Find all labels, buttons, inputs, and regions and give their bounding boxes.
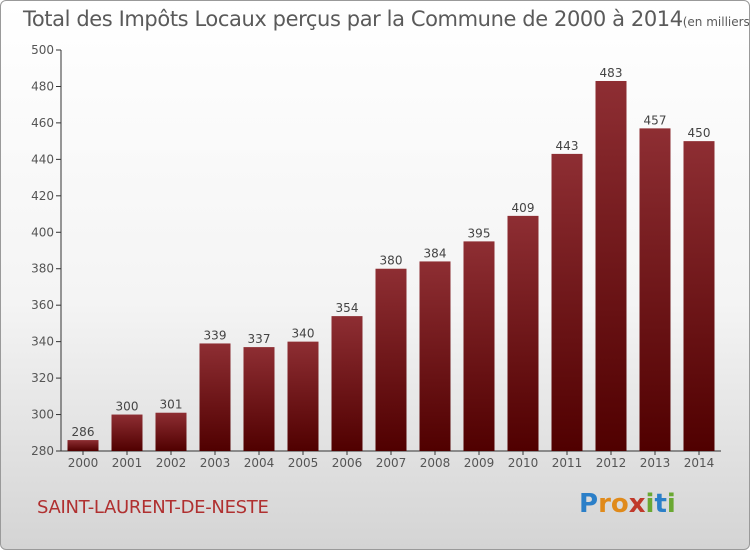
chart-unit: (en milliers d'€)	[682, 15, 750, 29]
proxiti-logo[interactable]: Proxiti	[579, 489, 676, 519]
y-tick-label: 480	[31, 79, 54, 93]
y-tick-label: 320	[31, 371, 54, 385]
value-label: 380	[380, 254, 403, 268]
y-tick-label: 300	[31, 408, 54, 422]
value-label: 384	[424, 246, 447, 260]
x-tick-label: 2000	[68, 456, 99, 470]
value-label: 450	[688, 126, 711, 140]
value-label: 286	[72, 425, 95, 439]
bars	[67, 80, 715, 452]
value-labels: 286 300 301 339 337 340 354 380 384 395 409 443 483 4…	[72, 66, 711, 439]
chart-title-text: Total des Impôts Locaux perçus par la Co…	[23, 7, 683, 31]
x-tick-label: 2004	[244, 456, 275, 470]
x-tick-label: 2011	[552, 456, 583, 470]
bar-2012	[595, 80, 627, 452]
y-tick-label: 460	[31, 116, 54, 130]
x-tick-label: 2006	[332, 456, 363, 470]
value-label: 340	[292, 327, 315, 341]
value-label: 354	[336, 301, 359, 315]
bar-2007	[375, 268, 407, 451]
value-label: 457	[644, 113, 667, 127]
x-tick-label: 2002	[156, 456, 187, 470]
x-tick-label: 2014	[684, 456, 715, 470]
bar-2006	[331, 316, 363, 451]
bar-2011	[551, 153, 583, 452]
value-label: 300	[116, 400, 139, 414]
x-tick-label: 2008	[420, 456, 451, 470]
logo-letter: r	[598, 489, 611, 519]
bar-2004	[243, 347, 275, 451]
logo-letter: i	[645, 489, 655, 519]
y-tick-label: 360	[31, 298, 54, 312]
value-label: 339	[204, 328, 227, 342]
x-tick-label: 2003	[200, 456, 231, 470]
x-tick-label: 2013	[640, 456, 671, 470]
value-label: 337	[248, 332, 271, 346]
y-tick-label: 380	[31, 262, 54, 276]
x-tick-label: 2007	[376, 456, 407, 470]
logo-letter: i	[666, 489, 676, 519]
bar-2001	[111, 414, 143, 451]
bar-2002	[155, 412, 187, 451]
logo-letter: t	[654, 489, 667, 519]
logo-letter: o	[610, 489, 629, 519]
x-tick-label: 2005	[288, 456, 319, 470]
y-tick-label: 280	[31, 444, 54, 458]
bar-2003	[199, 343, 231, 451]
x-tick-label: 2009	[464, 456, 495, 470]
value-label: 395	[468, 226, 491, 240]
value-label: 301	[160, 398, 183, 412]
bar-2010	[507, 215, 539, 451]
x-tick-label: 2012	[596, 456, 627, 470]
commune-name: SAINT-LAURENT-DE-NESTE	[37, 497, 269, 518]
bar-2014	[683, 141, 715, 452]
value-label: 443	[556, 139, 579, 153]
bar-2005	[287, 341, 319, 451]
bar-2008	[419, 261, 451, 451]
y-tick-label: 400	[31, 225, 54, 239]
axes: 280 300 320 340 360 380 400 420 440 460 480 500 2000…	[31, 43, 721, 470]
logo-letter: P	[579, 489, 599, 519]
value-label: 409	[512, 201, 535, 215]
y-tick-label: 440	[31, 152, 54, 166]
bar-2013	[639, 128, 671, 452]
bar-2009	[463, 241, 495, 451]
bar-2000	[67, 440, 99, 451]
x-tick-label: 2010	[508, 456, 539, 470]
chart-title: Total des Impôts Locaux perçus par la Co…	[23, 7, 750, 31]
value-label: 483	[600, 66, 623, 80]
y-tick-label: 420	[31, 189, 54, 203]
y-tick-label: 340	[31, 335, 54, 349]
x-tick-label: 2001	[112, 456, 143, 470]
y-tick-label: 500	[31, 43, 54, 57]
logo-letter: x	[628, 489, 646, 519]
